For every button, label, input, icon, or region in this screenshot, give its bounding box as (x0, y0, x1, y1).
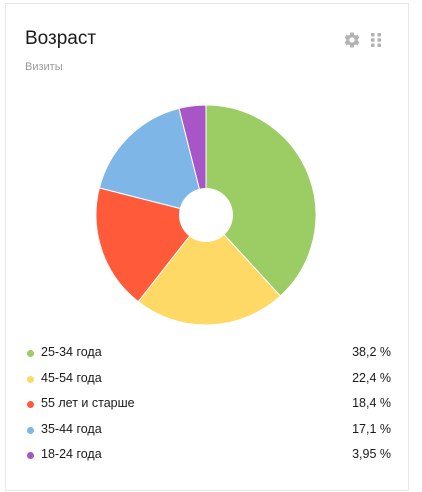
widget-subtitle: Визиты (25, 61, 63, 73)
legend-label: 55 лет и старше (41, 396, 135, 410)
legend-value: 3,95 % (352, 447, 391, 461)
legend-value: 22,4 % (352, 370, 391, 385)
gear-icon[interactable] (343, 31, 361, 49)
legend-value: 18,4 % (352, 396, 391, 410)
widget-title: Возраст (25, 28, 97, 49)
legend-value: 38,2 % (352, 345, 391, 359)
pie-slice-35-44-года[interactable] (98, 107, 207, 216)
legend-label: 45-54 года (41, 370, 102, 385)
legend-item[interactable]: 55 лет и старше 18,4 % (21, 395, 391, 421)
legend-item[interactable]: 45-54 года 22,4 % (21, 370, 391, 396)
legend-item[interactable]: 25-34 года 38,2 % (21, 344, 391, 370)
legend-color-dot (27, 426, 34, 434)
pie-slice-18-24-года[interactable] (178, 104, 207, 216)
pie-slice-45-54-года[interactable] (137, 214, 282, 326)
pie-slice-25-34-года[interactable] (205, 104, 317, 297)
legend-color-dot (27, 401, 34, 408)
legend-color-dot (27, 350, 34, 357)
donut-hole (179, 188, 233, 242)
legend-label: 35-44 года (41, 421, 102, 436)
age-widget: Возраст Визиты 25-34 года 38,2 % 45-54 год… (5, 3, 409, 491)
legend-color-dot (27, 452, 34, 459)
legend-item[interactable]: 18-24 года 3,95 % (21, 446, 391, 472)
legend-label: 18-24 года (41, 447, 102, 461)
legend-color-dot (27, 375, 34, 383)
drag-handle-icon[interactable] (370, 32, 382, 48)
pie-slice-55-лет-и-старше[interactable] (95, 187, 207, 303)
legend-value: 17,1 % (352, 421, 391, 436)
age-pie-chart (95, 104, 317, 326)
legend-item[interactable]: 35-44 года 17,1 % (21, 421, 391, 447)
legend-label: 25-34 года (41, 345, 102, 359)
chart-legend: 25-34 года 38,2 % 45-54 года 22,4 % 55 лет и… (21, 344, 391, 472)
